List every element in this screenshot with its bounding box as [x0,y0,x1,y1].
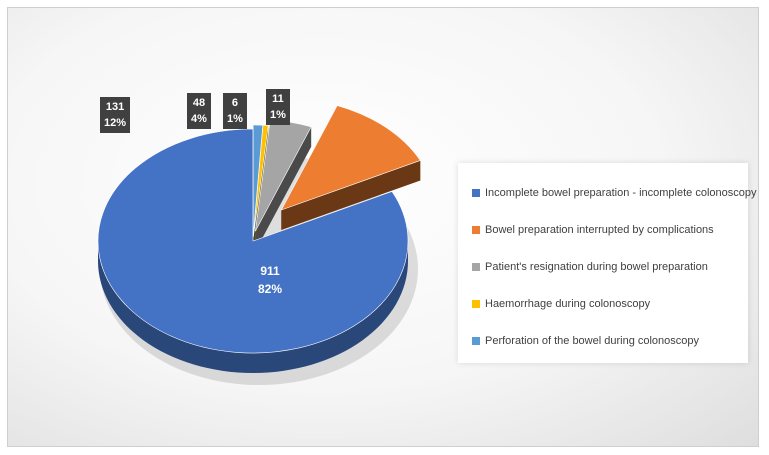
pie-chart [97,105,421,385]
data-label-4: 11 1% [266,89,290,125]
data-label-2-percent: 4% [191,113,207,125]
data-label-0: 911 82% [254,260,286,300]
legend-item-4: Perforation of the bowel during colonosc… [472,333,699,349]
legend-swatch-4 [472,337,480,345]
pie-slice-1 [280,105,421,211]
chart-area: 911 82% 131 12% 48 4% 6 1% 11 1% Incompl… [7,7,759,447]
legend-swatch-3 [472,300,480,308]
legend-label-2: Patient's resignation during bowel prepa… [485,261,708,273]
pie-slice-4 [252,124,264,238]
data-label-1-value: 131 [105,101,125,113]
data-label-4-value: 11 [272,93,284,105]
legend-item-2: Patient's resignation during bowel prepa… [472,259,708,275]
data-label-2: 48 4% [187,93,211,129]
data-label-3: 6 1% [223,93,247,129]
data-label-2-value: 48 [192,97,206,109]
legend-swatch-0 [472,189,480,197]
legend-label-1: Bowel preparation interrupted by complic… [485,224,714,236]
legend-swatch-2 [472,263,480,271]
data-label-1: 131 12% [100,97,131,133]
legend-label-3: Haemorrhage during colonoscopy [485,298,651,310]
pie-slice-0 [97,128,409,354]
data-label-0-value: 911 [260,264,280,278]
data-label-3-value: 6 [231,97,239,109]
legend-swatch-1 [472,226,480,234]
data-label-4-percent: 1% [270,109,286,121]
legend: Incomplete bowel preparation - incomplet… [458,163,757,363]
legend-item-1: Bowel preparation interrupted by complic… [472,222,714,238]
legend-label-4: Perforation of the bowel during colonosc… [485,335,700,347]
data-label-0-percent: 82% [258,282,283,296]
legend-label-0: Incomplete bowel preparation - incomplet… [485,187,757,199]
data-label-3-percent: 1% [227,113,243,125]
legend-item-0: Incomplete bowel preparation - incomplet… [472,185,757,201]
legend-item-3: Haemorrhage during colonoscopy [472,296,650,312]
data-label-1-percent: 12% [104,117,127,129]
